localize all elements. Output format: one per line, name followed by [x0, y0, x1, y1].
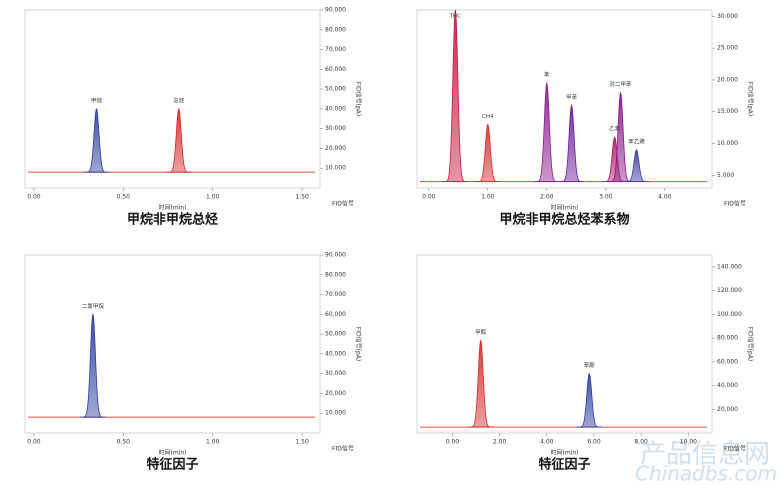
- x-tick-label: 6.00: [587, 439, 601, 446]
- x-tick-label: 10.00: [680, 439, 697, 446]
- x-tick-label: 0.00: [27, 439, 41, 446]
- y-tick-label: 50.000: [325, 86, 346, 93]
- y-tick-label: 70.000: [325, 291, 346, 298]
- y-tick-label: 140.000: [717, 263, 742, 270]
- watermark-title: 产品信息网: [640, 440, 770, 470]
- y-tick-label: 120.000: [717, 287, 742, 294]
- caption: 甲烷非甲烷总烃: [127, 212, 218, 228]
- peak-label: 苯: [544, 71, 550, 79]
- x-axis-title: 时间(min): [159, 449, 187, 457]
- caption: 特征因子: [538, 457, 590, 473]
- x-tick-label: 1.50: [295, 194, 309, 201]
- x-tick-label: 3.00: [599, 194, 613, 201]
- peak: [80, 312, 106, 418]
- y-tick-label: 10.000: [325, 410, 346, 417]
- peak: [83, 107, 110, 173]
- chart-panel: 10.000 20.000 30.000 40.000 50.000 60.000 70.0…: [24, 7, 363, 228]
- x-tick-label: 0.00: [422, 194, 436, 201]
- peak-label: THC: [449, 14, 461, 20]
- y-tick-label: 80.000: [717, 335, 738, 342]
- peak: [166, 107, 192, 173]
- y-tick-label: 20.000: [717, 406, 738, 413]
- x-tick-label: 1.00: [206, 194, 220, 201]
- peak-label: 苯酚: [584, 361, 596, 369]
- chart-panel: 10.000 20.000 30.000 40.000 50.000 60.000 70.0…: [24, 252, 363, 473]
- x-tick-label: 8.00: [635, 439, 649, 446]
- x-tick-label: 0.00: [27, 194, 41, 201]
- y-tick-label: 90.000: [325, 252, 346, 259]
- peak-label: 甲烷: [91, 96, 103, 104]
- legend: FID信号: [332, 200, 354, 208]
- y-tick-label: 40.000: [325, 105, 346, 112]
- peak-label: 甲苯: [566, 93, 578, 101]
- y-axis-title: FID信号(pA): [747, 327, 755, 361]
- x-tick-label: 0.50: [117, 194, 131, 201]
- peak-label: 二氯甲烷: [82, 302, 105, 310]
- plot-frame: [416, 9, 713, 189]
- plot-frame: [24, 254, 321, 434]
- x-tick-label: 1.00: [206, 439, 220, 446]
- y-tick-label: 50.000: [325, 331, 346, 338]
- x-tick-label: 4.00: [658, 194, 672, 201]
- y-tick-label: 80.000: [325, 271, 346, 278]
- y-tick-label: 70.000: [325, 46, 346, 53]
- peak: [534, 81, 560, 183]
- y-tick-label: 10.000: [717, 140, 738, 147]
- y-tick-label: 25.000: [717, 45, 738, 52]
- x-tick-label: 1.50: [295, 439, 309, 446]
- x-tick-label: 0.00: [446, 439, 460, 446]
- y-tick-label: 5.000: [717, 172, 734, 179]
- peak: [442, 9, 469, 183]
- y-tick-label: 10.000: [325, 165, 346, 172]
- y-tick-label: 30.000: [325, 125, 346, 132]
- y-tick-label: 20.000: [325, 145, 346, 152]
- peak-label: 乙苯: [609, 125, 621, 133]
- peak: [467, 339, 494, 428]
- y-tick-label: 90.000: [325, 7, 346, 14]
- peak: [576, 372, 603, 428]
- x-tick-label: 0.50: [117, 439, 131, 446]
- x-axis-title: 时间(min): [159, 204, 187, 212]
- y-tick-label: 30.000: [717, 13, 738, 20]
- peak-label: CH4: [482, 114, 494, 120]
- chart-panel: 20.000 40.000 60.000 80.000 100.000 120.000 14…: [416, 254, 755, 473]
- y-tick-label: 40.000: [325, 350, 346, 357]
- y-tick-label: 20.000: [717, 76, 738, 83]
- plot-frame: [416, 254, 713, 434]
- peak: [623, 149, 650, 183]
- x-tick-label: 4.00: [540, 439, 554, 446]
- peak: [558, 104, 585, 183]
- y-tick-label: 60.000: [717, 358, 738, 365]
- y-axis-title: FID信号(pA): [747, 82, 755, 116]
- x-axis-title: 时间(min): [551, 449, 579, 457]
- x-tick-label: 1.00: [481, 194, 495, 201]
- chart-panel: 5.000 10.000 15.000 20.000 25.000 30.000 0.00 1…: [416, 9, 755, 228]
- x-tick-label: 2.00: [540, 194, 554, 201]
- y-tick-label: 60.000: [325, 311, 346, 318]
- y-tick-label: 15.000: [717, 108, 738, 115]
- y-tick-label: 60.000: [325, 66, 346, 73]
- peak-label: 总烃: [173, 96, 185, 104]
- legend: FID信号: [724, 445, 746, 453]
- watermark-site: Chinadbs.com: [635, 462, 777, 485]
- peak-label: 对二甲苯: [610, 80, 633, 88]
- legend: FID信号: [332, 445, 354, 453]
- y-axis-title: FID信号(pA): [355, 327, 363, 361]
- y-axis-title: FID信号(pA): [355, 82, 363, 116]
- peak-label: 苯乙烯: [628, 137, 645, 145]
- peak-label: 甲醇: [475, 328, 487, 336]
- y-tick-label: 80.000: [325, 26, 346, 33]
- y-tick-label: 30.000: [325, 370, 346, 377]
- legend: FID信号: [724, 200, 746, 208]
- x-tick-label: 2.00: [493, 439, 507, 446]
- y-tick-label: 20.000: [325, 390, 346, 397]
- x-axis-title: 时间(min): [551, 204, 579, 212]
- caption: 甲烷非甲烷总烃苯系物: [499, 212, 629, 228]
- caption: 特征因子: [146, 457, 198, 473]
- y-tick-label: 40.000: [717, 382, 738, 389]
- y-tick-label: 100.000: [717, 311, 742, 318]
- peak: [475, 123, 501, 183]
- plot-frame: [24, 9, 321, 189]
